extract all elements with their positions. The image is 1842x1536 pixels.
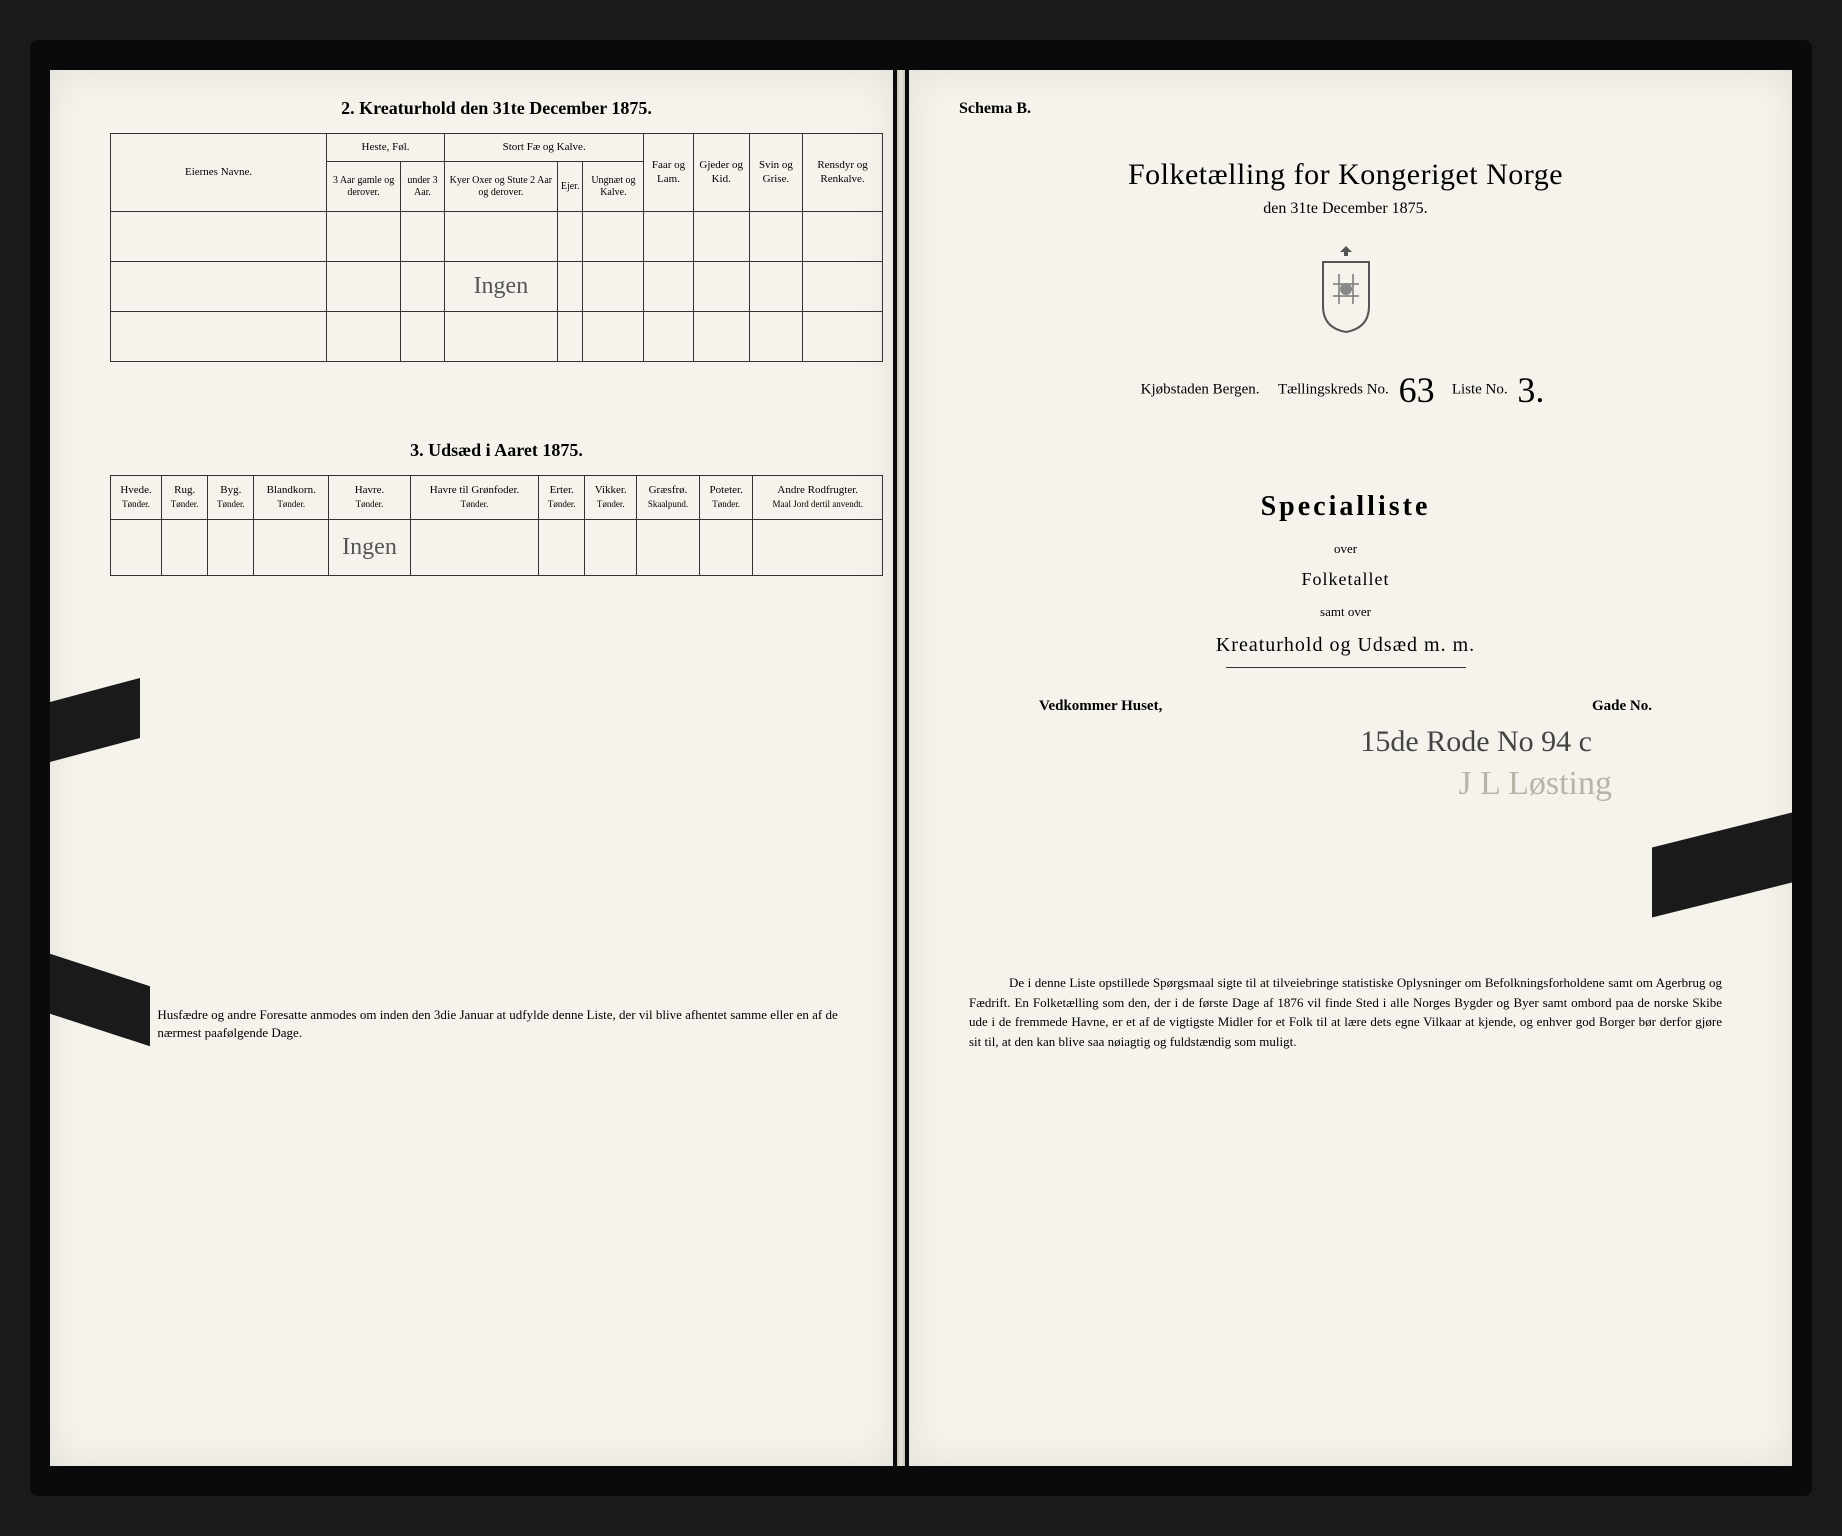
- left-page: 2. Kreaturhold den 31te December 1875. E…: [50, 70, 893, 1466]
- gade-label: Gade No.: [1592, 698, 1652, 715]
- census-subtitle: den 31te December 1875.: [959, 200, 1732, 218]
- taelling-number: 63: [1399, 369, 1435, 411]
- kreatur-label: Kreaturhold og Udsæd m. m.: [959, 634, 1732, 657]
- vedkommer-label: Vedkommer Huset,: [1039, 698, 1162, 715]
- livestock-entry: Ingen: [444, 262, 557, 312]
- section2-title: 2. Kreaturhold den 31te December 1875.: [110, 98, 883, 119]
- right-page: Schema B. Folketælling for Kongeriget No…: [909, 70, 1792, 1466]
- c-hvede: Hvede.Tønder.: [111, 476, 162, 520]
- book-spine: [897, 70, 905, 1466]
- seed-entry: Ingen: [329, 520, 411, 576]
- page-clip: [50, 678, 140, 762]
- house-row: Vedkommer Huset, Gade No.: [959, 698, 1732, 715]
- col-fae-ejer: Ejer.: [557, 162, 583, 212]
- taelling-label: Tællingskreds No.: [1278, 381, 1389, 397]
- samt-label: samt over: [959, 604, 1732, 620]
- census-title: Folketælling for Kongeriget Norge: [959, 158, 1732, 192]
- c-rod: Andre Rodfrugter.Maal Jord dertil anvend…: [753, 476, 883, 520]
- footnote-text: Husfædre og andre Foresatte anmodes om i…: [157, 1006, 873, 1042]
- over-label: over: [959, 541, 1732, 557]
- c-erter: Erter.Tønder.: [539, 476, 585, 520]
- liste-number: 3.: [1517, 369, 1544, 411]
- seed-table: Hvede.Tønder. Rug.Tønder. Byg.Tønder. Bl…: [110, 475, 883, 576]
- book-spread: 2. Kreaturhold den 31te December 1875. E…: [30, 40, 1812, 1496]
- col-gjeder: Gjeder og Kid.: [693, 134, 749, 212]
- footnote-block: ☛ Husfædre og andre Foresatte anmodes om…: [110, 1006, 883, 1042]
- col-svin: Svin og Grise.: [749, 134, 802, 212]
- signature: J L Løsting: [959, 765, 1732, 803]
- table-row: [111, 312, 883, 362]
- liste-label: Liste No.: [1452, 381, 1508, 397]
- page-clip: [1652, 813, 1792, 918]
- rode-handwriting: 15de Rode No 94 c: [959, 725, 1732, 759]
- col-heste-under3: under 3 Aar.: [400, 162, 444, 212]
- c-bland: Blandkorn.Tønder.: [254, 476, 329, 520]
- col-fae-ungnaet: Ungnæt og Kalve.: [583, 162, 644, 212]
- table-row: Ingen: [111, 520, 883, 576]
- district-row: Kjøbstaden Bergen. Tællingskreds No. 63 …: [959, 369, 1732, 411]
- c-rug: Rug.Tønder.: [162, 476, 208, 520]
- col-heste-3aar: 3 Aar gamle og derover.: [327, 162, 401, 212]
- divider: [1226, 667, 1466, 668]
- page-clip: [50, 954, 150, 1046]
- col-fae-kyer: Kyer Oxer og Stute 2 Aar og derover.: [444, 162, 557, 212]
- c-havregron: Havre til Grønfoder.Tønder.: [410, 476, 538, 520]
- c-graes: Græsfrø.Skaalpund.: [637, 476, 700, 520]
- col-rensdyr: Rensdyr og Renkalve.: [803, 134, 883, 212]
- col-owner: Eiernes Navne.: [111, 134, 327, 212]
- col-fae: Stort Fæ og Kalve.: [444, 134, 643, 162]
- table-row: Ingen: [111, 262, 883, 312]
- kjobstad-label: Kjøbstaden Bergen.: [1141, 381, 1260, 397]
- col-faar: Faar og Lam.: [644, 134, 693, 212]
- instruction-paragraph: De i denne Liste opstillede Spørgsmaal s…: [959, 973, 1732, 1051]
- c-vikker: Vikker.Tønder.: [585, 476, 637, 520]
- c-byg: Byg.Tønder.: [208, 476, 254, 520]
- livestock-table: Eiernes Navne. Heste, Føl. Stort Fæ og K…: [110, 133, 883, 362]
- section3-title: 3. Udsæd i Aaret 1875.: [110, 440, 883, 461]
- folketallet-label: Folketallet: [959, 569, 1732, 590]
- table-row: [111, 212, 883, 262]
- specialliste-heading: Specialliste: [959, 491, 1732, 523]
- c-havre: Havre.Tønder.: [329, 476, 411, 520]
- schema-label: Schema B.: [959, 100, 1732, 118]
- coat-of-arms-icon: [1311, 244, 1381, 334]
- col-heste: Heste, Føl.: [327, 134, 445, 162]
- c-poteter: Poteter.Tønder.: [699, 476, 753, 520]
